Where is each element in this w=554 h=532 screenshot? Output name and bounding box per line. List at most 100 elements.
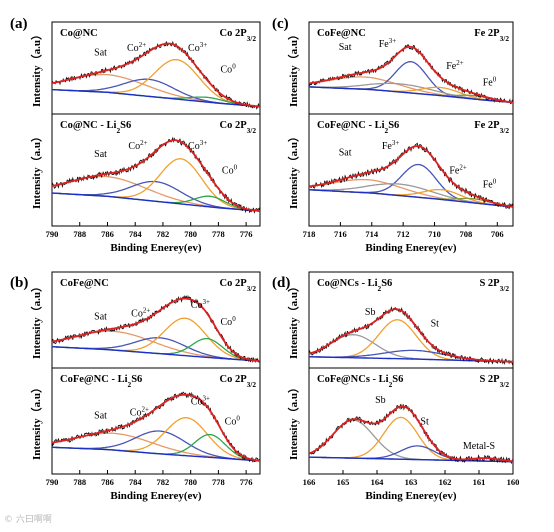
sample-label: CoFe@NCs - Li2S6 xyxy=(317,374,403,389)
x-tick-label: 164 xyxy=(371,477,385,487)
peak-label: Sat xyxy=(94,48,107,59)
x-tick-label: 714 xyxy=(365,229,379,239)
panel-letter: (b) xyxy=(10,275,28,291)
background-line xyxy=(309,189,513,208)
sample-label: Co@NC - Li2S6 xyxy=(60,120,131,135)
orbital-label: S 2P3/2 xyxy=(479,278,509,293)
plot-area xyxy=(309,142,513,210)
peak-label: Co3+ xyxy=(191,395,210,408)
subpanel: Co@NCs - Li2S6 S 2P3/2 Sb St Intensity（a.u） xyxy=(287,271,514,369)
panel-d: (d) Co@NCs - Li2S6 S 2P3/2 Sb St Intensity（a.… xyxy=(272,271,520,502)
peak-label: Co2+ xyxy=(127,41,146,54)
x-tick-label: 708 xyxy=(460,229,473,239)
plot-area xyxy=(309,305,513,366)
x-tick-label: 712 xyxy=(397,229,410,239)
x-tick-label: 160 xyxy=(507,477,520,487)
x-axis-title: Binding Enerey(ev) xyxy=(365,490,457,502)
peak-label: Co0 xyxy=(221,63,237,76)
subpanel: CoFe@NC Fe 2P3/2 Sat Fe3+ Fe2+ Fe0 Intensity（a… xyxy=(287,21,514,115)
envelope-fit xyxy=(309,308,513,363)
plot-area xyxy=(52,136,260,214)
peak-label: Sb xyxy=(375,395,386,406)
x-tick-label: 163 xyxy=(405,477,418,487)
x-tick-label: 161 xyxy=(473,477,486,487)
peak-label: Co3+ xyxy=(188,139,207,152)
sample-label: Co@NCs - Li2S6 xyxy=(317,278,392,293)
x-tick-label: 788 xyxy=(73,477,86,487)
plot-area xyxy=(52,40,260,110)
subpanel: CoFe@NC - Li2S6 Co 2P3/2 Sat Co2+ Co3+ Co0 Int… xyxy=(30,367,261,502)
y-axis-title: Intensity（a.u） xyxy=(287,382,300,460)
subpanel: CoFe@NC Co 2P3/2 Sat Co2+ Co3+ Co0 Intensity（a… xyxy=(30,271,261,369)
x-tick-label: 790 xyxy=(46,477,59,487)
x-axis-title: Binding Enerey(ev) xyxy=(110,242,202,254)
peak-component xyxy=(52,337,260,362)
panel-letter: (d) xyxy=(272,275,290,291)
background-line xyxy=(309,86,513,104)
orbital-label: Co 2P3/2 xyxy=(219,120,256,135)
background-line xyxy=(309,456,513,463)
background-line xyxy=(52,446,260,462)
plot-frame xyxy=(51,113,261,227)
peak-label: Sat xyxy=(94,311,107,322)
peak-label: Sat xyxy=(94,410,107,421)
subpanel: CoFe@NCs - Li2S6 S 2P3/2 Sb St Metal-S Intens… xyxy=(287,367,520,502)
plot-area xyxy=(309,404,513,465)
peak-label: Co0 xyxy=(225,414,241,427)
peak-label: Metal-S xyxy=(463,441,495,452)
orbital-label: S 2P3/2 xyxy=(479,374,509,389)
peak-label: Co2+ xyxy=(130,405,149,418)
peak-label: St xyxy=(420,416,429,427)
y-axis-title: Intensity（a.u） xyxy=(287,281,300,359)
x-tick-label: 166 xyxy=(303,477,316,487)
orbital-label: Fe 2P3/2 xyxy=(474,28,509,43)
plot-area xyxy=(52,391,260,463)
x-axis-title: Binding Enerey(ev) xyxy=(365,242,457,254)
sample-label: Co@NC xyxy=(60,28,98,39)
background-line xyxy=(52,346,260,362)
sample-label: CoFe@NC - Li2S6 xyxy=(317,120,399,135)
background-line xyxy=(52,88,260,108)
x-tick-label: 780 xyxy=(184,229,197,239)
x-tick-label: 716 xyxy=(334,229,347,239)
background-line xyxy=(52,192,260,212)
peak-label: Fe3+ xyxy=(379,37,397,50)
panel-letter: (a) xyxy=(10,16,28,32)
subpanel: Co@NC - Li2S6 Co 2P3/2 Sat Co2+ Co3+ Co0 Inten… xyxy=(30,113,261,254)
envelope-fit xyxy=(309,145,513,208)
envelope-fit xyxy=(52,139,260,212)
x-tick-label: 718 xyxy=(303,229,316,239)
x-tick-label: 778 xyxy=(212,477,225,487)
peak-label: Fe3+ xyxy=(382,139,400,152)
x-tick-label: 786 xyxy=(101,477,114,487)
x-tick-label: 782 xyxy=(157,477,170,487)
panel-a: (a) Co@NC Co 2P3/2 Sat Co2+ Co3+ Co0 Intensity（… xyxy=(10,16,261,254)
peak-component xyxy=(52,180,260,212)
plot-area xyxy=(52,294,260,364)
peak-component xyxy=(52,433,260,462)
panel-b: (b) CoFe@NC Co 2P3/2 Sat Co2+ Co3+ Co0 Intensit… xyxy=(10,271,261,502)
x-tick-label: 786 xyxy=(101,229,114,239)
envelope-fit xyxy=(52,297,260,362)
y-axis-title: Intensity（a.u） xyxy=(287,131,300,209)
raw-data xyxy=(309,404,513,465)
sample-label: CoFe@NC xyxy=(60,278,109,289)
peak-label: Sb xyxy=(365,307,376,318)
y-axis-title: Intensity（a.u） xyxy=(30,382,43,460)
peak-label: Co0 xyxy=(221,315,237,328)
x-tick-label: 784 xyxy=(129,229,143,239)
x-tick-label: 782 xyxy=(157,229,170,239)
subpanel: Co@NC Co 2P3/2 Sat Co2+ Co3+ Co0 Intensity（a.u… xyxy=(30,21,261,115)
peak-label: Sat xyxy=(94,149,107,160)
orbital-label: Co 2P3/2 xyxy=(219,278,256,293)
orbital-label: Co 2P3/2 xyxy=(219,374,256,389)
plot-frame xyxy=(51,367,261,475)
peak-label: Co2+ xyxy=(131,306,150,319)
peak-label: Sat xyxy=(339,147,352,158)
plot-frame xyxy=(308,113,514,227)
peak-label: Fe2+ xyxy=(446,59,464,72)
peak-component xyxy=(309,319,513,363)
peak-label: St xyxy=(431,319,440,330)
subpanel: CoFe@NC - Li2S6 Fe 2P3/2 Sat Fe3+ Fe2+ Fe0 Int… xyxy=(287,113,514,254)
